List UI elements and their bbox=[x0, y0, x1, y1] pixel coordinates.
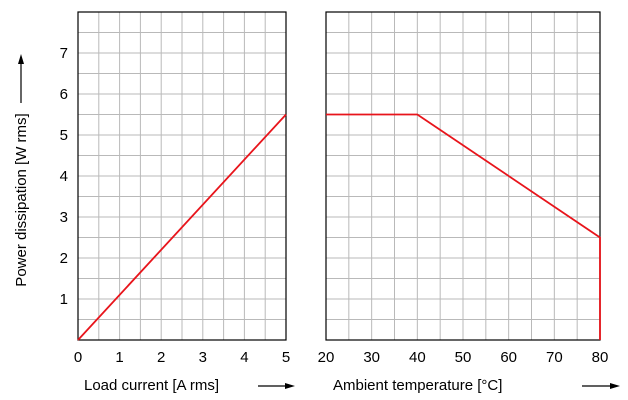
y-tick-label: 4 bbox=[60, 168, 68, 185]
x-tick-label: 4 bbox=[240, 349, 248, 366]
tick-labels: 0 1 2 3 4 5 1 2 3 4 5 6 7 20 30 40 50 60 70 80 bbox=[60, 45, 609, 366]
plot-frame bbox=[77, 11, 601, 341]
y-axis-arrow bbox=[18, 54, 24, 103]
y-tick-label: 3 bbox=[60, 209, 68, 226]
grid-layer bbox=[77, 11, 601, 341]
x-tick-label: 30 bbox=[363, 349, 380, 366]
x-tick-label: 3 bbox=[199, 349, 207, 366]
x-tick-label: 5 bbox=[282, 349, 290, 366]
y-tick-label: 1 bbox=[60, 291, 68, 308]
x-tick-label: 40 bbox=[409, 349, 426, 366]
series-layer bbox=[77, 113, 601, 341]
x-tick-label: 1 bbox=[115, 349, 123, 366]
x-tick-label: 50 bbox=[455, 349, 472, 366]
y-tick-label: 2 bbox=[60, 250, 68, 267]
x-tick-label: 0 bbox=[74, 349, 82, 366]
y-tick-label: 6 bbox=[60, 86, 68, 103]
y-tick-label: 5 bbox=[60, 127, 68, 144]
x-axis-label-load-current: Load current [A rms] bbox=[84, 377, 219, 394]
y-axis-label: Power dissipation [W rms] bbox=[13, 113, 30, 286]
series-line bbox=[326, 113, 601, 340]
x-tick-label: 20 bbox=[318, 349, 335, 366]
series-line bbox=[77, 113, 287, 341]
x-axis-label-ambient-temperature: Ambient temperature [°C] bbox=[333, 377, 502, 394]
panel-frame bbox=[77, 11, 287, 341]
x-tick-label: 80 bbox=[592, 349, 609, 366]
x-tick-label: 60 bbox=[500, 349, 517, 366]
y-tick-label: 7 bbox=[60, 45, 68, 62]
x-axis-arrow-load-current bbox=[258, 383, 295, 389]
panel-frame bbox=[325, 11, 601, 341]
x-tick-label: 70 bbox=[546, 349, 563, 366]
x-tick-label: 2 bbox=[157, 349, 165, 366]
x-axis-arrow-ambient-temperature bbox=[582, 383, 620, 389]
